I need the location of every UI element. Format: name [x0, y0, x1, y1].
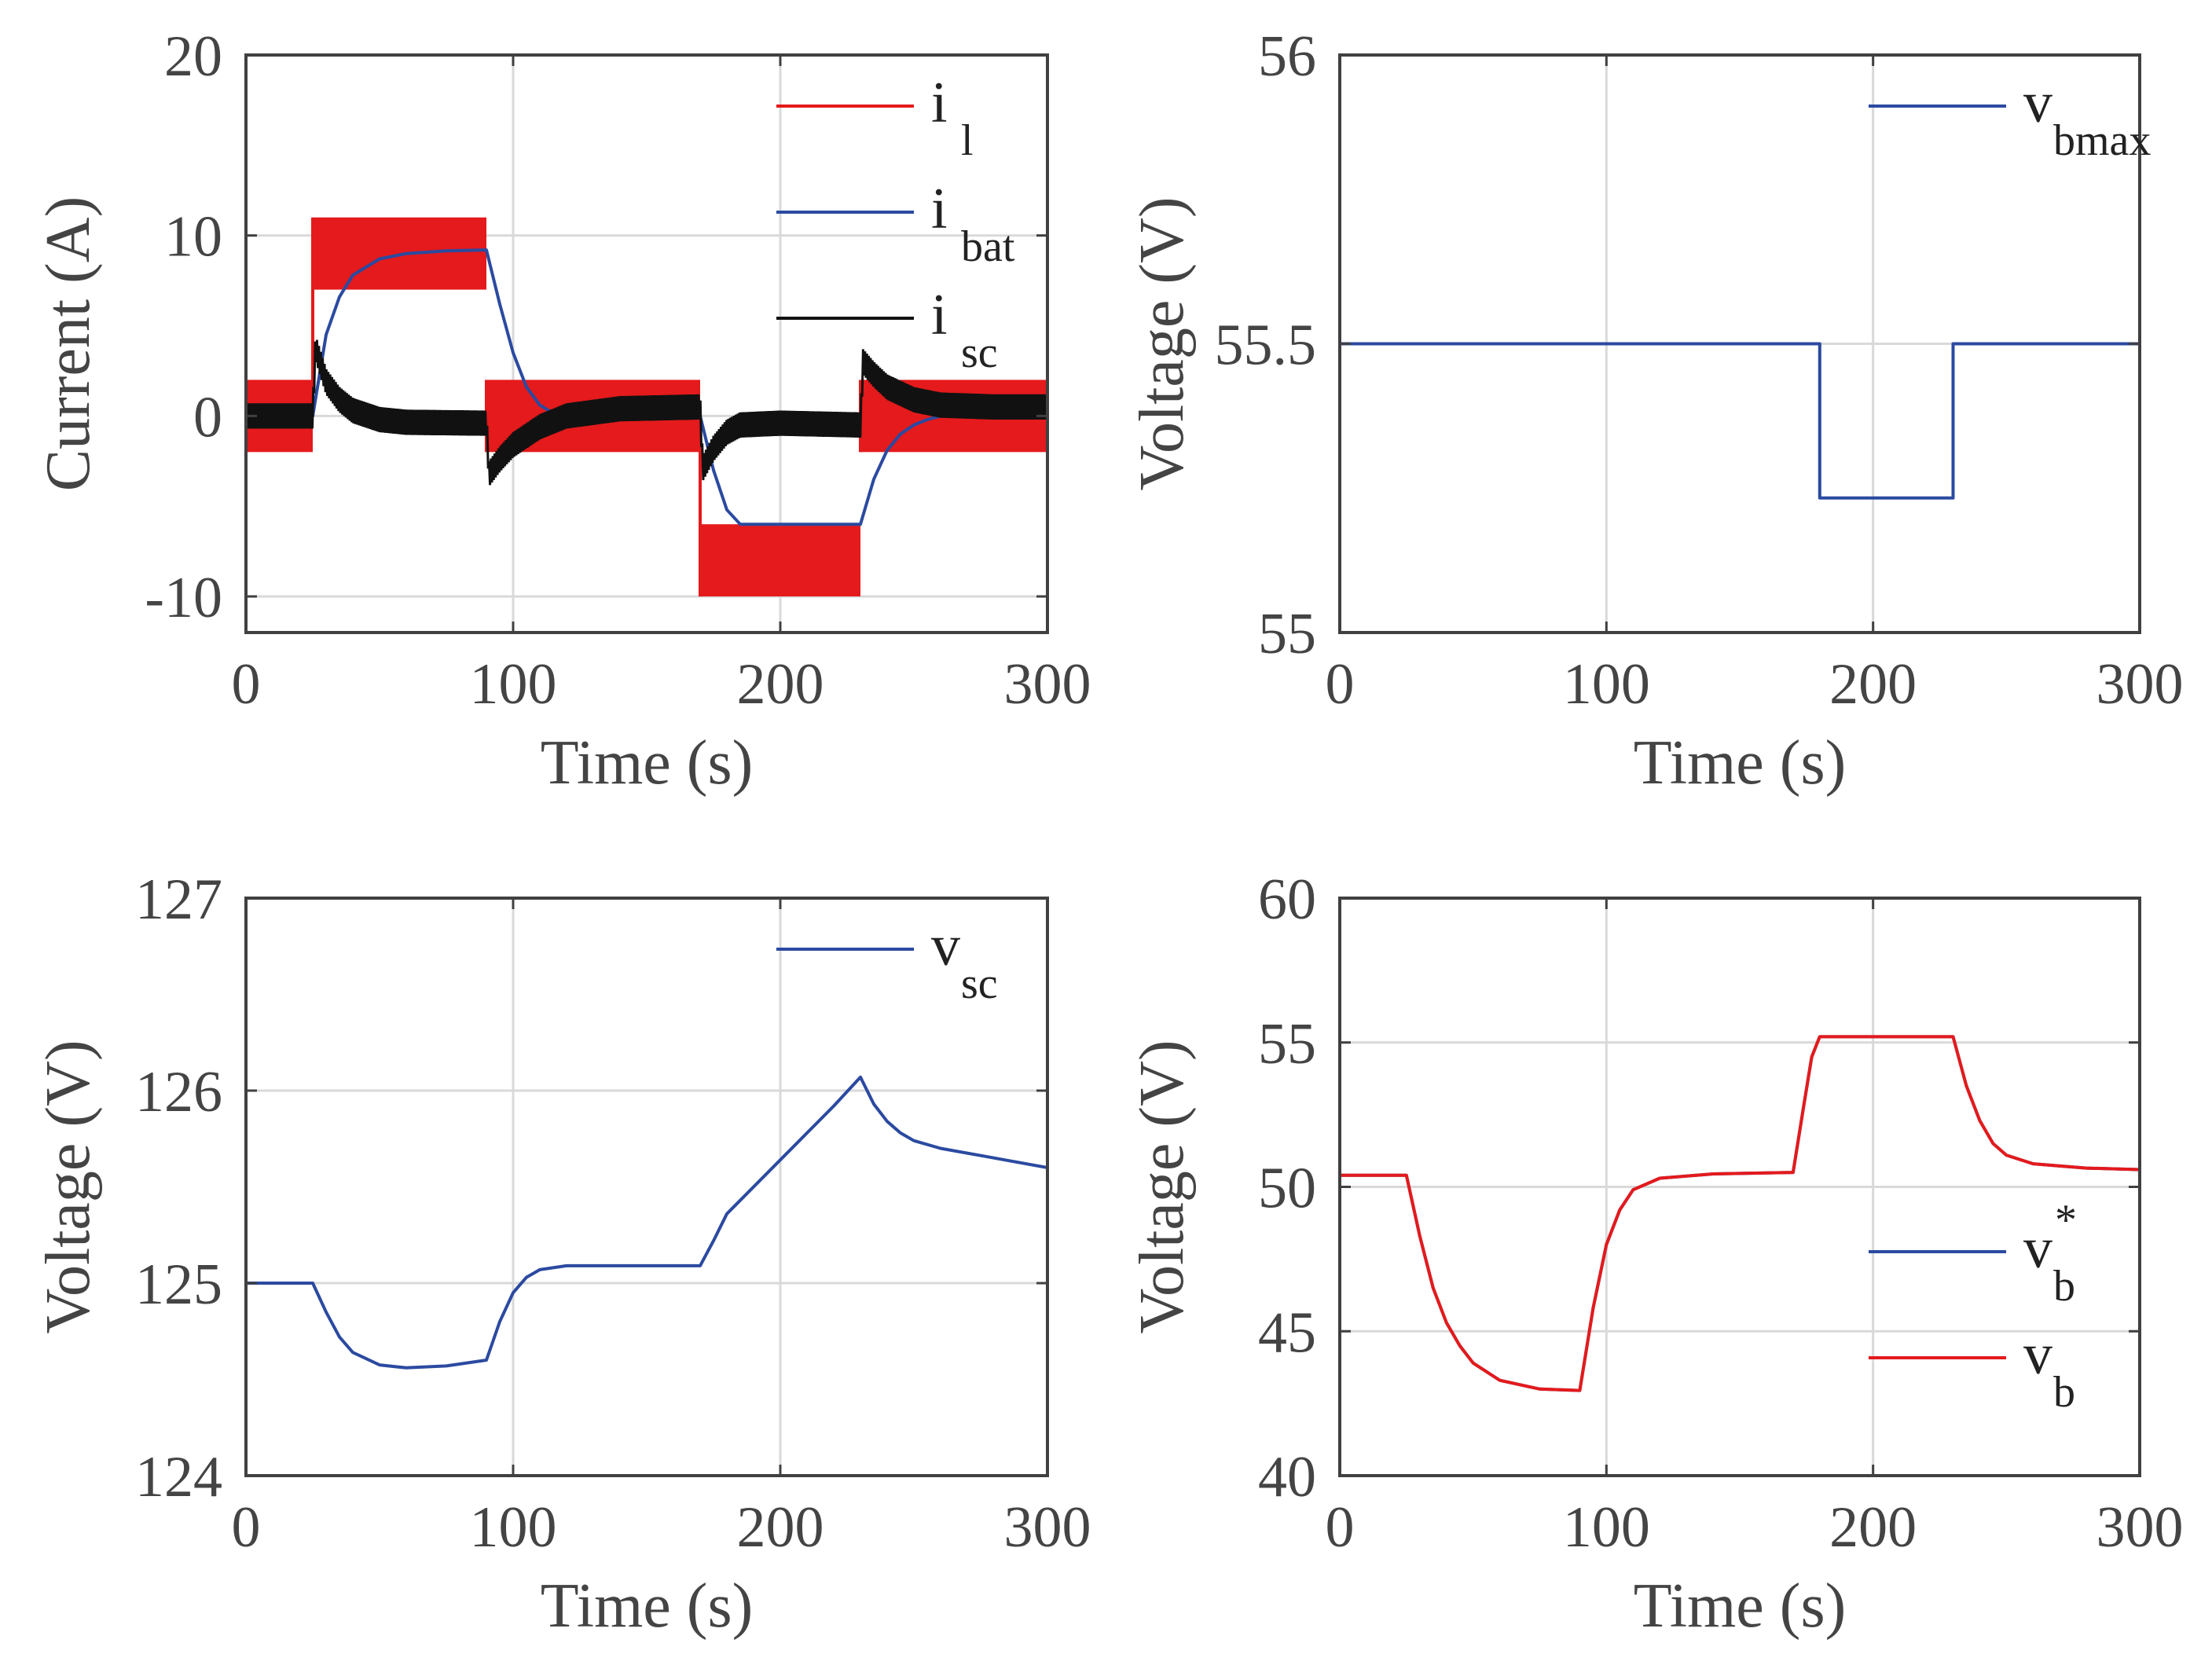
y-axis-label: Voltage (V) — [34, 1040, 103, 1334]
plot-area — [246, 1075, 1047, 1370]
legend: vb*vb — [1869, 1196, 2077, 1417]
x-tick-label: 300 — [1004, 1495, 1091, 1560]
legend-subscript: sc — [961, 328, 998, 377]
x-tick-label: 100 — [470, 1495, 557, 1560]
grid — [246, 898, 1047, 1476]
legend-label: i — [931, 283, 948, 347]
y-ticks: 55 55.5 56 — [1215, 24, 2140, 666]
y-ticks: 40 45 50 55 60 — [1258, 867, 2140, 1509]
legend-label: v — [2023, 1216, 2052, 1281]
grid — [1340, 898, 2140, 1476]
x-tick-label: 200 — [737, 1495, 824, 1560]
y-tick-label: -10 — [145, 566, 222, 630]
y-tick-label: 125 — [135, 1252, 222, 1317]
x-tick-label: 300 — [1004, 652, 1091, 717]
x-tick-label: 100 — [1563, 1495, 1650, 1560]
y-tick-label: 55 — [1258, 602, 1316, 666]
y-tick-label: 127 — [135, 867, 222, 932]
legend-subscript: bat — [961, 222, 1015, 271]
legend-label: v — [931, 914, 960, 978]
y-tick-label: 0 — [193, 385, 222, 449]
plot-area — [246, 217, 1047, 597]
y-tick-label: 45 — [1258, 1300, 1316, 1365]
y-tick-label: 124 — [135, 1445, 222, 1509]
chart-vsc: 0 100 200 300 124 125 126 127 Time (s) Voltage (V… — [34, 867, 1091, 1641]
axes-frame — [244, 53, 1049, 634]
x-axis-label: Time (s) — [541, 728, 753, 798]
legend-subscript: bmax — [2053, 116, 2151, 165]
x-tick-label: 0 — [1326, 652, 1355, 717]
x-tick-label: 300 — [2096, 652, 2184, 717]
series-v-b- — [1340, 1035, 2140, 1392]
y-tick-label: 50 — [1258, 1157, 1316, 1221]
chart-vbmax: 0 100 200 300 55 55.5 56 Time (s) Voltage (V) vbm… — [1128, 24, 2184, 798]
x-tick-label: 0 — [232, 1495, 261, 1560]
x-axis-label: Time (s) — [1634, 1571, 1846, 1641]
legend-label: i — [931, 71, 948, 135]
x-ticks: 0 100 200 300 — [232, 55, 1091, 717]
y-axis-label: Current (A) — [34, 196, 103, 491]
x-ticks: 0 100 200 300 — [1326, 898, 2184, 1560]
y-tick-label: 55.5 — [1215, 314, 1317, 378]
y-tick-label: 126 — [135, 1060, 222, 1124]
x-axis-label: Time (s) — [541, 1571, 753, 1641]
plot-area — [1340, 342, 2140, 500]
legend-subscript: b — [2053, 1368, 2075, 1417]
legend-label: v — [2023, 1322, 2052, 1387]
series-v-bmax — [1340, 342, 2140, 500]
x-tick-label: 200 — [1829, 1495, 1917, 1560]
series-i-sc — [246, 339, 1047, 486]
legend: vsc — [776, 914, 998, 1008]
legend-label: i — [931, 177, 948, 241]
legend-subscript: sc — [961, 959, 998, 1008]
series-v-sc — [246, 1075, 1047, 1370]
y-axis-label: Voltage (V) — [1128, 197, 1197, 491]
legend-label: v — [2023, 71, 2052, 135]
y-tick-label: 60 — [1258, 867, 1316, 932]
legend-superscript: * — [2055, 1196, 2077, 1245]
axes-frame — [244, 897, 1049, 1477]
x-ticks: 0 100 200 300 — [1326, 55, 2184, 717]
y-ticks: 124 125 126 127 — [135, 867, 1047, 1509]
x-tick-label: 0 — [1326, 1495, 1355, 1560]
y-tick-label: 10 — [164, 205, 222, 270]
y-tick-label: 20 — [164, 24, 222, 89]
y-tick-label: 40 — [1258, 1445, 1316, 1509]
y-tick-label: 55 — [1258, 1012, 1316, 1076]
legend-subscript: b — [2053, 1262, 2075, 1311]
y-tick-label: 56 — [1258, 24, 1316, 89]
x-tick-label: 300 — [2096, 1495, 2184, 1560]
series-v-b — [1340, 1035, 2140, 1392]
plot-area — [1340, 1035, 2140, 1392]
band-segment — [700, 524, 860, 597]
legend-subscript: l — [961, 116, 974, 165]
x-ticks: 0 100 200 300 — [232, 898, 1091, 1560]
chart-vb: 0 100 200 300 40 45 50 55 60 Time (s) Voltage (V) v… — [1128, 867, 2184, 1641]
x-tick-label: 0 — [232, 652, 261, 717]
y-axis-label: Voltage (V) — [1128, 1040, 1197, 1334]
grid — [246, 55, 1047, 633]
x-tick-label: 200 — [737, 652, 824, 717]
x-tick-label: 100 — [470, 652, 557, 717]
x-tick-label: 200 — [1829, 652, 1917, 717]
y-ticks: -10 0 10 20 — [145, 24, 1047, 630]
x-tick-label: 100 — [1563, 652, 1650, 717]
x-axis-label: Time (s) — [1634, 728, 1846, 798]
